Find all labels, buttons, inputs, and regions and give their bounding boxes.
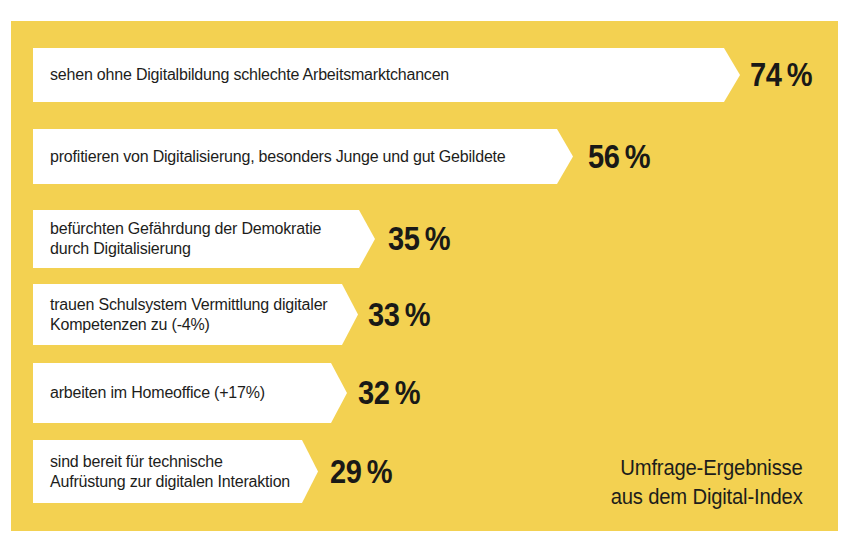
value-label-homeoffice: 32 % xyxy=(358,363,420,423)
bar-label-homeoffice: arbeiten im Homeoffice (+17%) xyxy=(33,383,265,403)
value-label-gefaehrdung-demokratie: 35 % xyxy=(388,210,450,268)
source-note: Umfrage-Ergebnisse aus dem Digital-Index xyxy=(611,453,803,511)
value-label-arbeitsmarktchancen: 74 % xyxy=(750,48,812,102)
bar-label-technische-aufruestung: sind bereit für technische Aufrüstung zu… xyxy=(33,452,290,492)
bar-homeoffice: arbeiten im Homeoffice (+17%) xyxy=(33,363,347,423)
bar-schulsystem-kompetenzen: trauen Schulsystem Vermittlung digitaler… xyxy=(33,284,358,345)
bar-label-arbeitsmarktchancen: sehen ohne Digitalbildung schlechte Arbe… xyxy=(33,65,449,85)
bar-arbeitsmarktchancen: sehen ohne Digitalbildung schlechte Arbe… xyxy=(33,48,740,102)
bar-gefaehrdung-demokratie: befürchten Gefährdung der Demokratie dur… xyxy=(33,210,375,268)
bar-profitieren-digitalisierung: profitieren von Digitalisierung, besonde… xyxy=(33,129,573,184)
bar-label-gefaehrdung-demokratie: befürchten Gefährdung der Demokratie dur… xyxy=(33,219,321,259)
value-label-schulsystem-kompetenzen: 33 % xyxy=(368,284,430,345)
bar-label-profitieren-digitalisierung: profitieren von Digitalisierung, besonde… xyxy=(33,147,506,167)
value-label-technische-aufruestung: 29 % xyxy=(330,440,392,503)
value-label-profitieren-digitalisierung: 56 % xyxy=(588,129,650,184)
bar-technische-aufruestung: sind bereit für technische Aufrüstung zu… xyxy=(33,440,318,503)
infographic-canvas: sehen ohne Digitalbildung schlechte Arbe… xyxy=(0,0,850,554)
chart-background-panel: sehen ohne Digitalbildung schlechte Arbe… xyxy=(11,21,838,531)
bar-label-schulsystem-kompetenzen: trauen Schulsystem Vermittlung digitaler… xyxy=(33,295,327,335)
